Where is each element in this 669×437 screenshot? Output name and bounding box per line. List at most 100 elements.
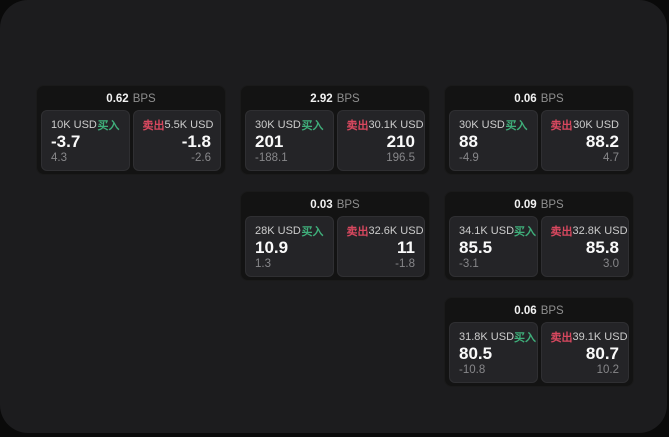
sell-sub-value: 3.0 [603, 257, 619, 270]
buy-label: 买入 [97, 120, 120, 132]
sell-panel[interactable]: 卖出 32.8K USD 85.8 3.0 [540, 216, 629, 277]
quote-card: 0.06 BPS 30K USD 买入 88 -4.9 卖出 30K USD [444, 85, 634, 175]
sell-panel[interactable]: 卖出 32.6K USD 11 -1.8 [336, 216, 425, 277]
buy-label: 买入 [514, 226, 537, 238]
buy-panel[interactable]: 30K USD 买入 88 -4.9 [449, 110, 538, 171]
card-body: 30K USD 买入 201 -188.1 卖出 30.1K USD 210 1… [241, 109, 429, 175]
bps-header: 0.06 BPS [445, 86, 633, 109]
buy-amount: 34.1K USD [459, 225, 515, 237]
buy-price: 10.9 [255, 238, 289, 257]
card-body: 31.8K USD 买入 80.5 -10.8 卖出 39.1K USD 80.… [445, 321, 633, 387]
bps-value: 0.62 [106, 92, 129, 105]
sell-sub-value: -1.8 [395, 257, 415, 270]
sell-label: 卖出 [142, 120, 165, 132]
buy-panel[interactable]: 10K USD 买入 -3.7 4.3 [41, 110, 130, 171]
sell-panel-top: 卖出 30K USD [551, 117, 620, 133]
sell-panel-top: 卖出 32.6K USD [347, 223, 424, 239]
sell-label: 卖出 [550, 120, 573, 132]
sell-amount: 39.1K USD [572, 331, 628, 343]
buy-sub-value: -4.9 [459, 151, 479, 164]
quote-card: 0.06 BPS 31.8K USD 买入 80.5 -10.8 卖出 39.1… [444, 297, 634, 387]
quote-card: 0.62 BPS 10K USD 买入 -3.7 4.3 卖出 5.5K USD [36, 85, 226, 175]
bps-value: 0.03 [310, 198, 333, 211]
sell-amount: 5.5K USD [164, 119, 214, 131]
buy-panel-top: 31.8K USD 买入 [459, 329, 536, 345]
quote-card: 0.09 BPS 34.1K USD 买入 85.5 -3.1 卖出 32.8K… [444, 191, 634, 281]
sell-panel[interactable]: 卖出 5.5K USD -1.8 -2.6 [132, 110, 221, 171]
sell-label: 卖出 [550, 332, 573, 344]
buy-panel[interactable]: 28K USD 买入 10.9 1.3 [245, 216, 334, 277]
bps-header: 0.06 BPS [445, 298, 633, 321]
card-body: 30K USD 买入 88 -4.9 卖出 30K USD 88.2 4.7 [445, 109, 633, 175]
sell-price: 88.2 [585, 132, 619, 151]
quote-card-grid: 0.62 BPS 10K USD 买入 -3.7 4.3 卖出 5.5K USD [36, 85, 634, 387]
sell-amount: 30K USD [573, 119, 619, 131]
buy-sub-value: -10.8 [459, 363, 486, 376]
bps-header: 0.09 BPS [445, 192, 633, 215]
sell-amount: 32.8K USD [572, 225, 628, 237]
sell-label: 卖出 [346, 120, 369, 132]
buy-label: 买入 [514, 332, 537, 344]
sell-label: 卖出 [550, 226, 573, 238]
sell-panel[interactable]: 卖出 30K USD 88.2 4.7 [540, 110, 629, 171]
bps-value: 0.06 [514, 92, 537, 105]
sell-panel[interactable]: 卖出 30.1K USD 210 196.5 [336, 110, 425, 171]
sell-sub-value: 10.2 [596, 363, 619, 376]
buy-amount: 31.8K USD [459, 331, 515, 343]
buy-panel-top: 28K USD 买入 [255, 223, 324, 239]
buy-label: 买入 [505, 120, 528, 132]
bps-unit-label: BPS [540, 198, 564, 211]
buy-amount: 28K USD [255, 225, 301, 237]
bps-header: 0.03 BPS [241, 192, 429, 215]
bps-header: 0.62 BPS [37, 86, 225, 109]
buy-panel[interactable]: 34.1K USD 买入 85.5 -3.1 [449, 216, 538, 277]
bps-value: 0.06 [514, 304, 537, 317]
buy-sub-value: -3.1 [459, 257, 479, 270]
bps-value: 2.92 [310, 92, 333, 105]
quote-card: 0.03 BPS 28K USD 买入 10.9 1.3 卖出 32.6K US… [240, 191, 430, 281]
buy-panel[interactable]: 31.8K USD 买入 80.5 -10.8 [449, 322, 538, 383]
buy-label: 买入 [301, 120, 324, 132]
sell-sub-value: 196.5 [386, 151, 415, 164]
buy-price: 88 [459, 132, 478, 151]
buy-panel-top: 10K USD 买入 [51, 117, 120, 133]
buy-sub-value: 1.3 [255, 257, 271, 270]
sell-panel-top: 卖出 5.5K USD [142, 117, 214, 133]
quote-card: 2.92 BPS 30K USD 买入 201 -188.1 卖出 30.1K … [240, 85, 430, 175]
card-body: 34.1K USD 买入 85.5 -3.1 卖出 32.8K USD 85.8… [445, 215, 633, 281]
sell-panel-top: 卖出 39.1K USD [550, 329, 628, 345]
bps-unit-label: BPS [336, 92, 360, 105]
sell-panel-top: 卖出 32.8K USD [550, 223, 628, 239]
buy-price: -3.7 [51, 132, 81, 151]
sell-sub-value: -2.6 [191, 151, 211, 164]
card-body: 28K USD 买入 10.9 1.3 卖出 32.6K USD 11 -1.8 [241, 215, 429, 281]
buy-price: 80.5 [459, 344, 493, 363]
buy-label: 买入 [301, 226, 324, 238]
bps-unit-label: BPS [540, 304, 564, 317]
bps-unit-label: BPS [336, 198, 360, 211]
sell-panel-top: 卖出 30.1K USD [346, 117, 424, 133]
sell-sub-value: 4.7 [603, 151, 619, 164]
bps-unit-label: BPS [132, 92, 156, 105]
buy-amount: 10K USD [51, 119, 97, 131]
bps-header: 2.92 BPS [241, 86, 429, 109]
sell-price: -1.8 [181, 132, 211, 151]
buy-amount: 30K USD [255, 119, 301, 131]
buy-sub-value: -188.1 [255, 151, 288, 164]
sell-amount: 30.1K USD [368, 119, 424, 131]
buy-price: 85.5 [459, 238, 493, 257]
buy-panel[interactable]: 30K USD 买入 201 -188.1 [245, 110, 334, 171]
sell-panel[interactable]: 卖出 39.1K USD 80.7 10.2 [540, 322, 629, 383]
sell-price: 85.8 [585, 238, 619, 257]
buy-price: 201 [255, 132, 284, 151]
sell-amount: 32.6K USD [368, 225, 424, 237]
buy-panel-top: 30K USD 买入 [459, 117, 528, 133]
card-body: 10K USD 买入 -3.7 4.3 卖出 5.5K USD -1.8 -2.… [37, 109, 225, 175]
buy-panel-top: 30K USD 买入 [255, 117, 324, 133]
buy-panel-top: 34.1K USD 买入 [459, 223, 536, 239]
sell-price: 210 [386, 132, 415, 151]
sell-price: 80.7 [585, 344, 619, 363]
sell-price: 11 [397, 238, 415, 257]
buy-amount: 30K USD [459, 119, 505, 131]
